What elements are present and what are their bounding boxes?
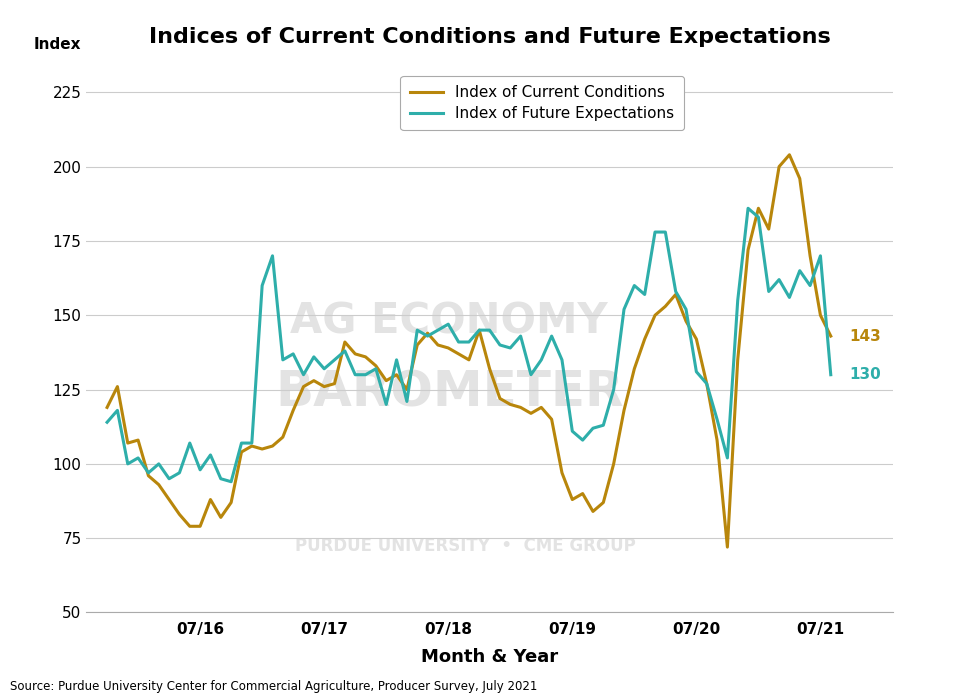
Index of Current Conditions bbox=[722, 543, 733, 551]
Index of Current Conditions bbox=[783, 150, 795, 159]
Text: 130: 130 bbox=[850, 367, 881, 382]
Index of Current Conditions bbox=[204, 496, 216, 504]
Text: BAROMETER: BAROMETER bbox=[275, 369, 624, 416]
Text: 143: 143 bbox=[850, 329, 881, 344]
Text: Index: Index bbox=[34, 37, 82, 52]
Legend: Index of Current Conditions, Index of Future Expectations: Index of Current Conditions, Index of Fu… bbox=[400, 76, 684, 130]
Text: AG ECONOMY: AG ECONOMY bbox=[291, 300, 608, 342]
Index of Future Expectations bbox=[774, 276, 785, 284]
Text: PURDUE UNIVERSITY  •  CME GROUP: PURDUE UNIVERSITY • CME GROUP bbox=[295, 537, 636, 555]
Index of Future Expectations bbox=[102, 418, 113, 427]
Index of Current Conditions bbox=[804, 252, 816, 260]
Index of Future Expectations bbox=[226, 477, 237, 486]
Index of Future Expectations bbox=[825, 370, 836, 379]
Index of Current Conditions bbox=[536, 403, 547, 411]
Index of Future Expectations bbox=[546, 332, 558, 340]
X-axis label: Month & Year: Month & Year bbox=[421, 648, 558, 666]
Index of Future Expectations bbox=[742, 204, 754, 212]
Index of Current Conditions bbox=[102, 403, 113, 411]
Index of Current Conditions bbox=[122, 439, 133, 448]
Index of Current Conditions bbox=[453, 349, 465, 358]
Index of Current Conditions bbox=[763, 225, 775, 233]
Index of Future Expectations bbox=[122, 459, 133, 468]
Text: Source: Purdue University Center for Commercial Agriculture, Producer Survey, Ju: Source: Purdue University Center for Com… bbox=[10, 679, 537, 693]
Title: Indices of Current Conditions and Future Expectations: Indices of Current Conditions and Future… bbox=[149, 27, 830, 47]
Index of Future Expectations bbox=[804, 281, 816, 290]
Index of Future Expectations bbox=[204, 451, 216, 459]
Line: Index of Future Expectations: Index of Future Expectations bbox=[108, 208, 830, 482]
Line: Index of Current Conditions: Index of Current Conditions bbox=[108, 155, 830, 547]
Index of Current Conditions bbox=[825, 332, 836, 340]
Index of Future Expectations bbox=[463, 338, 474, 346]
